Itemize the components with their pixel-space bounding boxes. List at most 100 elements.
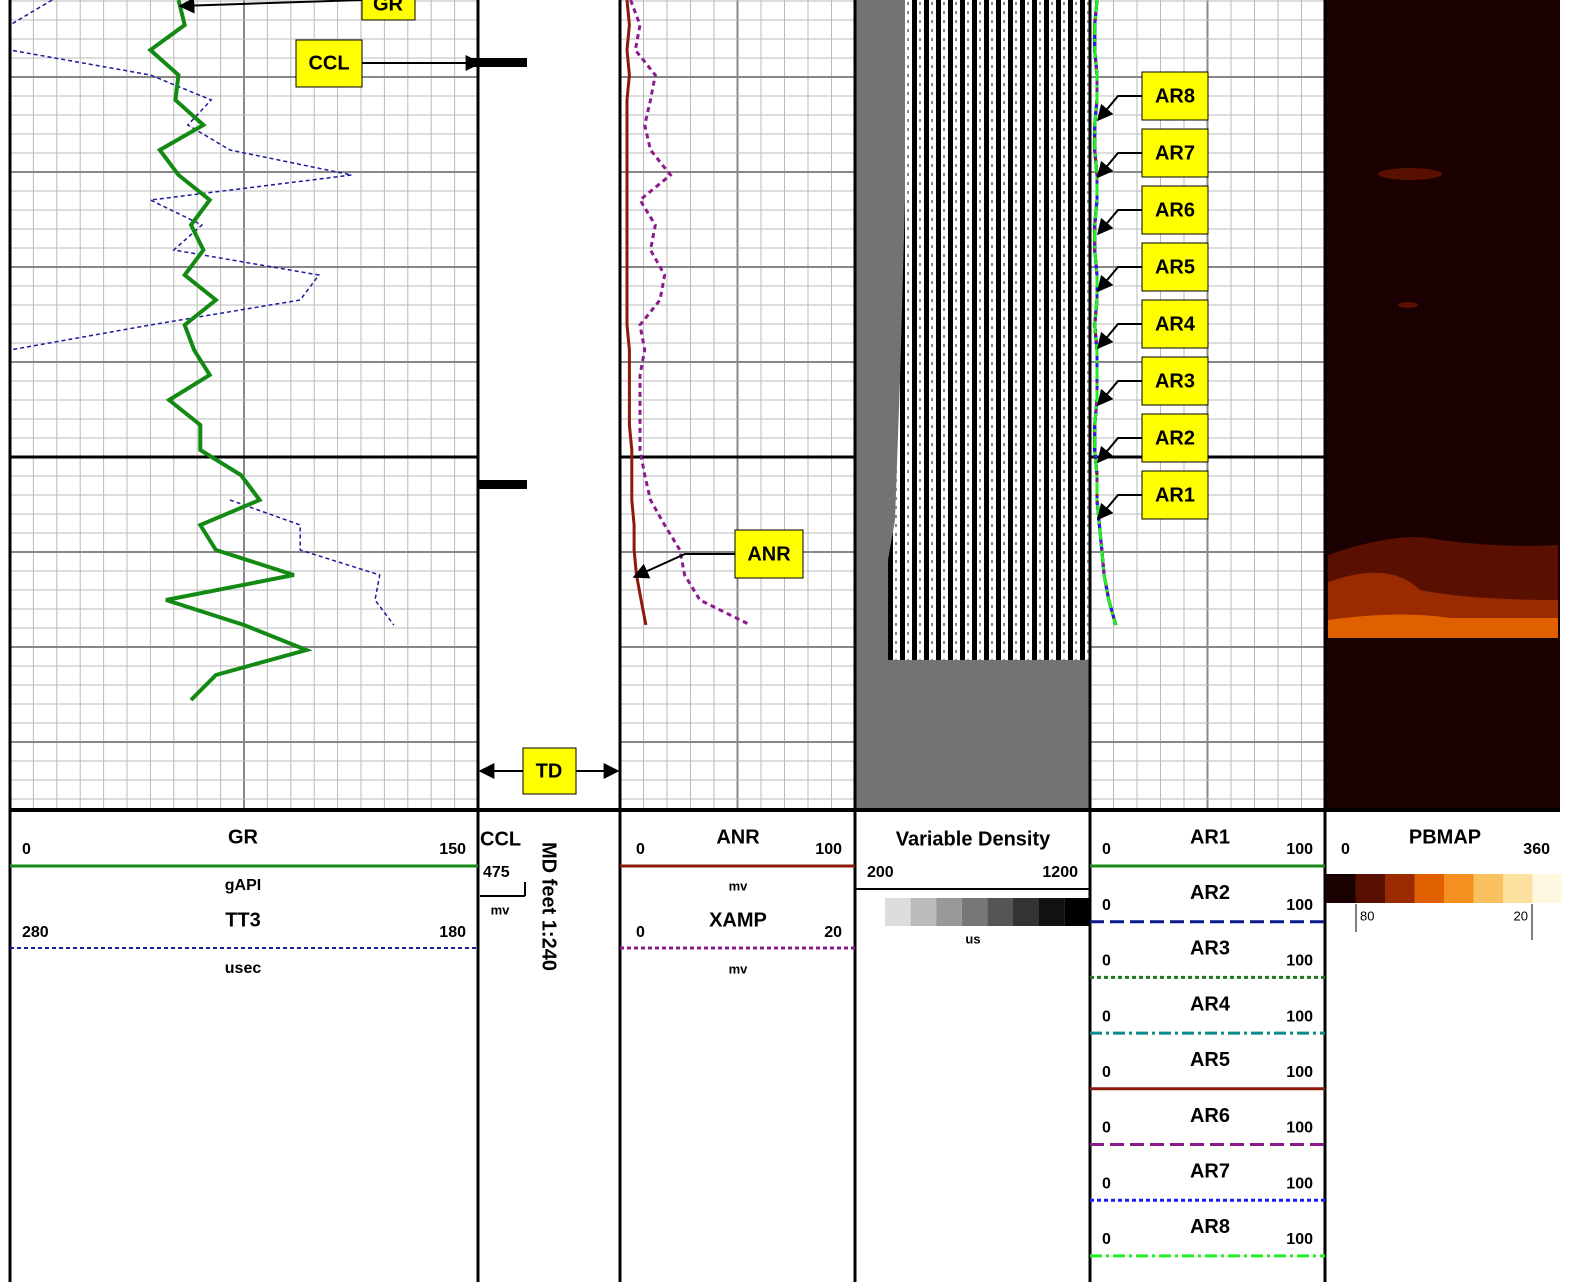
label-box	[1141, 128, 1209, 178]
label-box	[522, 747, 577, 795]
color-scale	[1532, 874, 1562, 903]
tick-label: 20	[1514, 908, 1528, 923]
annotation: ANR	[747, 543, 791, 565]
track-name: Variable Density	[896, 828, 1051, 850]
arrow	[1096, 380, 1142, 407]
pbmap-band	[1328, 614, 1558, 638]
scale-max: 100	[1286, 953, 1313, 970]
color-scale	[1503, 874, 1533, 903]
label-box	[1141, 356, 1209, 406]
vd-image	[888, 0, 1090, 660]
ar-curve	[1093, 0, 1118, 626]
annotation: GR	[373, 0, 404, 15]
annotations: GR CCL TD ANR AR8 AR7 AR6 AR5 AR4 AR3 AR2 AR1	[178, 0, 1209, 795]
anr-curve	[625, 0, 648, 626]
tt3-curve	[9, 0, 395, 626]
scale-min: 0	[1341, 841, 1350, 858]
gray-scale	[1064, 898, 1090, 926]
annotation: AR4	[1155, 313, 1196, 335]
arrow	[1096, 266, 1142, 293]
frame	[8, 0, 1560, 1282]
scale-max: 180	[439, 924, 466, 941]
annotation: AR6	[1155, 199, 1195, 221]
scale-max: 100	[1286, 1231, 1313, 1248]
curve-name: XAMP	[709, 909, 767, 931]
gray-scale	[1038, 898, 1065, 926]
unit: mv	[729, 878, 749, 893]
curve-name: GR	[228, 826, 259, 848]
label-box	[1141, 299, 1209, 349]
pbmap-spot	[1398, 302, 1418, 308]
scale-max: 1200	[1042, 864, 1078, 881]
annotation: CCL	[308, 52, 349, 74]
label-box	[1141, 470, 1209, 520]
color-scale	[1473, 874, 1503, 903]
scale-max: 150	[439, 841, 466, 858]
gray-scale	[961, 898, 988, 926]
scale-min: 0	[1102, 1120, 1111, 1137]
ccl-mark	[470, 58, 527, 67]
unit: mv	[729, 961, 749, 976]
gray-scale	[910, 898, 937, 926]
curve-name: AR1	[1190, 826, 1230, 848]
color-scale	[1385, 874, 1415, 903]
arrow	[1096, 209, 1142, 236]
scale-min: 0	[1102, 897, 1111, 914]
scale-max: 100	[1286, 1120, 1313, 1137]
scale-min: 0	[22, 841, 31, 858]
label-box	[1141, 242, 1209, 292]
annotation: AR8	[1155, 85, 1195, 107]
gray-scale	[1013, 898, 1039, 926]
scale-max: 100	[1286, 1064, 1313, 1081]
track-name: PBMAP	[1409, 826, 1481, 848]
backgrounds	[855, 0, 1560, 808]
unit: mv	[491, 902, 511, 917]
header: 0 GR 150 gAPI 280 TT3 180 usec CCL 475 m…	[10, 826, 1562, 1258]
label-box	[1141, 71, 1209, 121]
arrow	[1096, 437, 1142, 464]
tick-label: 80	[1360, 908, 1374, 923]
label-box	[734, 529, 804, 579]
annotation: AR5	[1155, 256, 1195, 278]
gray-scale	[885, 898, 911, 926]
annotation: TD	[536, 760, 563, 782]
label-box	[295, 39, 363, 88]
annotation: AR7	[1155, 142, 1195, 164]
scale-min: 0	[636, 924, 645, 941]
scale-max: 100	[1286, 1008, 1313, 1025]
scale-max: 100	[815, 841, 842, 858]
scale-min: 0	[1102, 1064, 1111, 1081]
color-scale	[1355, 874, 1385, 903]
curve-name: AR6	[1190, 1105, 1230, 1127]
label-box	[361, 0, 416, 21]
depth-scale: MD feet 1:240	[538, 842, 560, 971]
color-scale	[1414, 874, 1444, 903]
gray-scale	[936, 898, 962, 926]
pbmap-spot	[1378, 168, 1442, 180]
pbmap-image	[1325, 0, 1560, 808]
gr-curve	[147, 0, 313, 702]
ccl-mark	[478, 480, 527, 489]
scale-max: 100	[1286, 841, 1313, 858]
scale-min: 200	[867, 864, 894, 881]
unit: usec	[225, 960, 262, 977]
label-box	[1141, 413, 1209, 463]
curve-name: TT3	[225, 909, 261, 931]
grid	[10, 0, 1325, 808]
curve-name: CCL	[480, 828, 521, 850]
scale-min: 0	[1102, 1231, 1111, 1248]
curve-name: AR7	[1190, 1160, 1230, 1182]
scale-max: 20	[824, 924, 842, 941]
scale-max: 360	[1523, 841, 1550, 858]
annotation: AR3	[1155, 370, 1195, 392]
arrow	[1096, 494, 1142, 521]
curve-name: ANR	[716, 826, 760, 848]
unit: gAPI	[225, 877, 261, 894]
arrow	[1096, 323, 1142, 350]
curve-name: AR4	[1190, 993, 1231, 1015]
curve-name: AR8	[1190, 1216, 1230, 1238]
scale-min: 0	[636, 841, 645, 858]
ccl-scale	[480, 882, 526, 897]
